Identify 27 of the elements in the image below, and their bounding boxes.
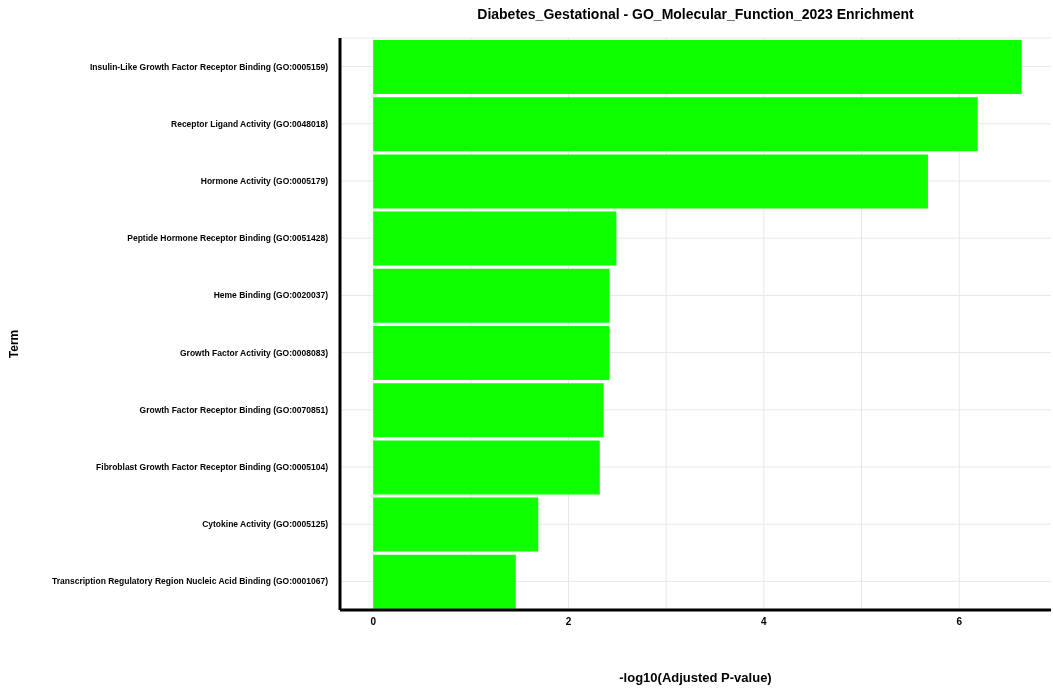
y-tick-label: Peptide Hormone Receptor Binding (GO:0051428) [127, 233, 329, 244]
x-tick-label: 0 [370, 616, 377, 628]
x-axis-title: -log10(Adjusted P-value) [618, 670, 773, 685]
bar [373, 326, 610, 380]
y-tick-label: Growth Factor Activity (GO:0008083) [179, 347, 329, 358]
bar [373, 383, 604, 438]
bar [373, 211, 617, 266]
y-tick-label: Receptor Ligand Activity (GO:0048018) [171, 118, 329, 129]
chart-title: Diabetes_Gestational - GO_Molecular_Function_2023 Enrichment [476, 6, 915, 22]
bar [373, 97, 978, 152]
bar [373, 554, 516, 609]
y-tick-label: Insulin-Like Growth Factor Receptor Binding (GO:0005159) [89, 61, 329, 72]
y-tick-label: Hormone Activity (GO:0005179) [200, 176, 329, 186]
x-tick-label: 2 [565, 616, 572, 628]
x-tick-label: 4 [761, 616, 768, 628]
bar [373, 154, 928, 209]
bar [373, 497, 539, 552]
x-tick-label: 6 [956, 616, 963, 628]
y-tick-label: Transcription Regulatory Region Nucleic Acid Binding (GO:0001067) [52, 576, 329, 587]
y-tick-label: Cytokine Activity (GO:0005125) [202, 519, 329, 530]
bar [373, 40, 1022, 94]
y-tick-label: Fibroblast Growth Factor Receptor Binding (GO:0005104) [96, 462, 329, 472]
bar [373, 440, 600, 495]
bar [373, 268, 610, 323]
y-tick-label: Heme Binding (GO:0020037) [213, 290, 329, 301]
y-tick-label: Growth Factor Receptor Binding (GO:0070851) [139, 404, 329, 415]
y-axis-title: Term [7, 329, 21, 359]
